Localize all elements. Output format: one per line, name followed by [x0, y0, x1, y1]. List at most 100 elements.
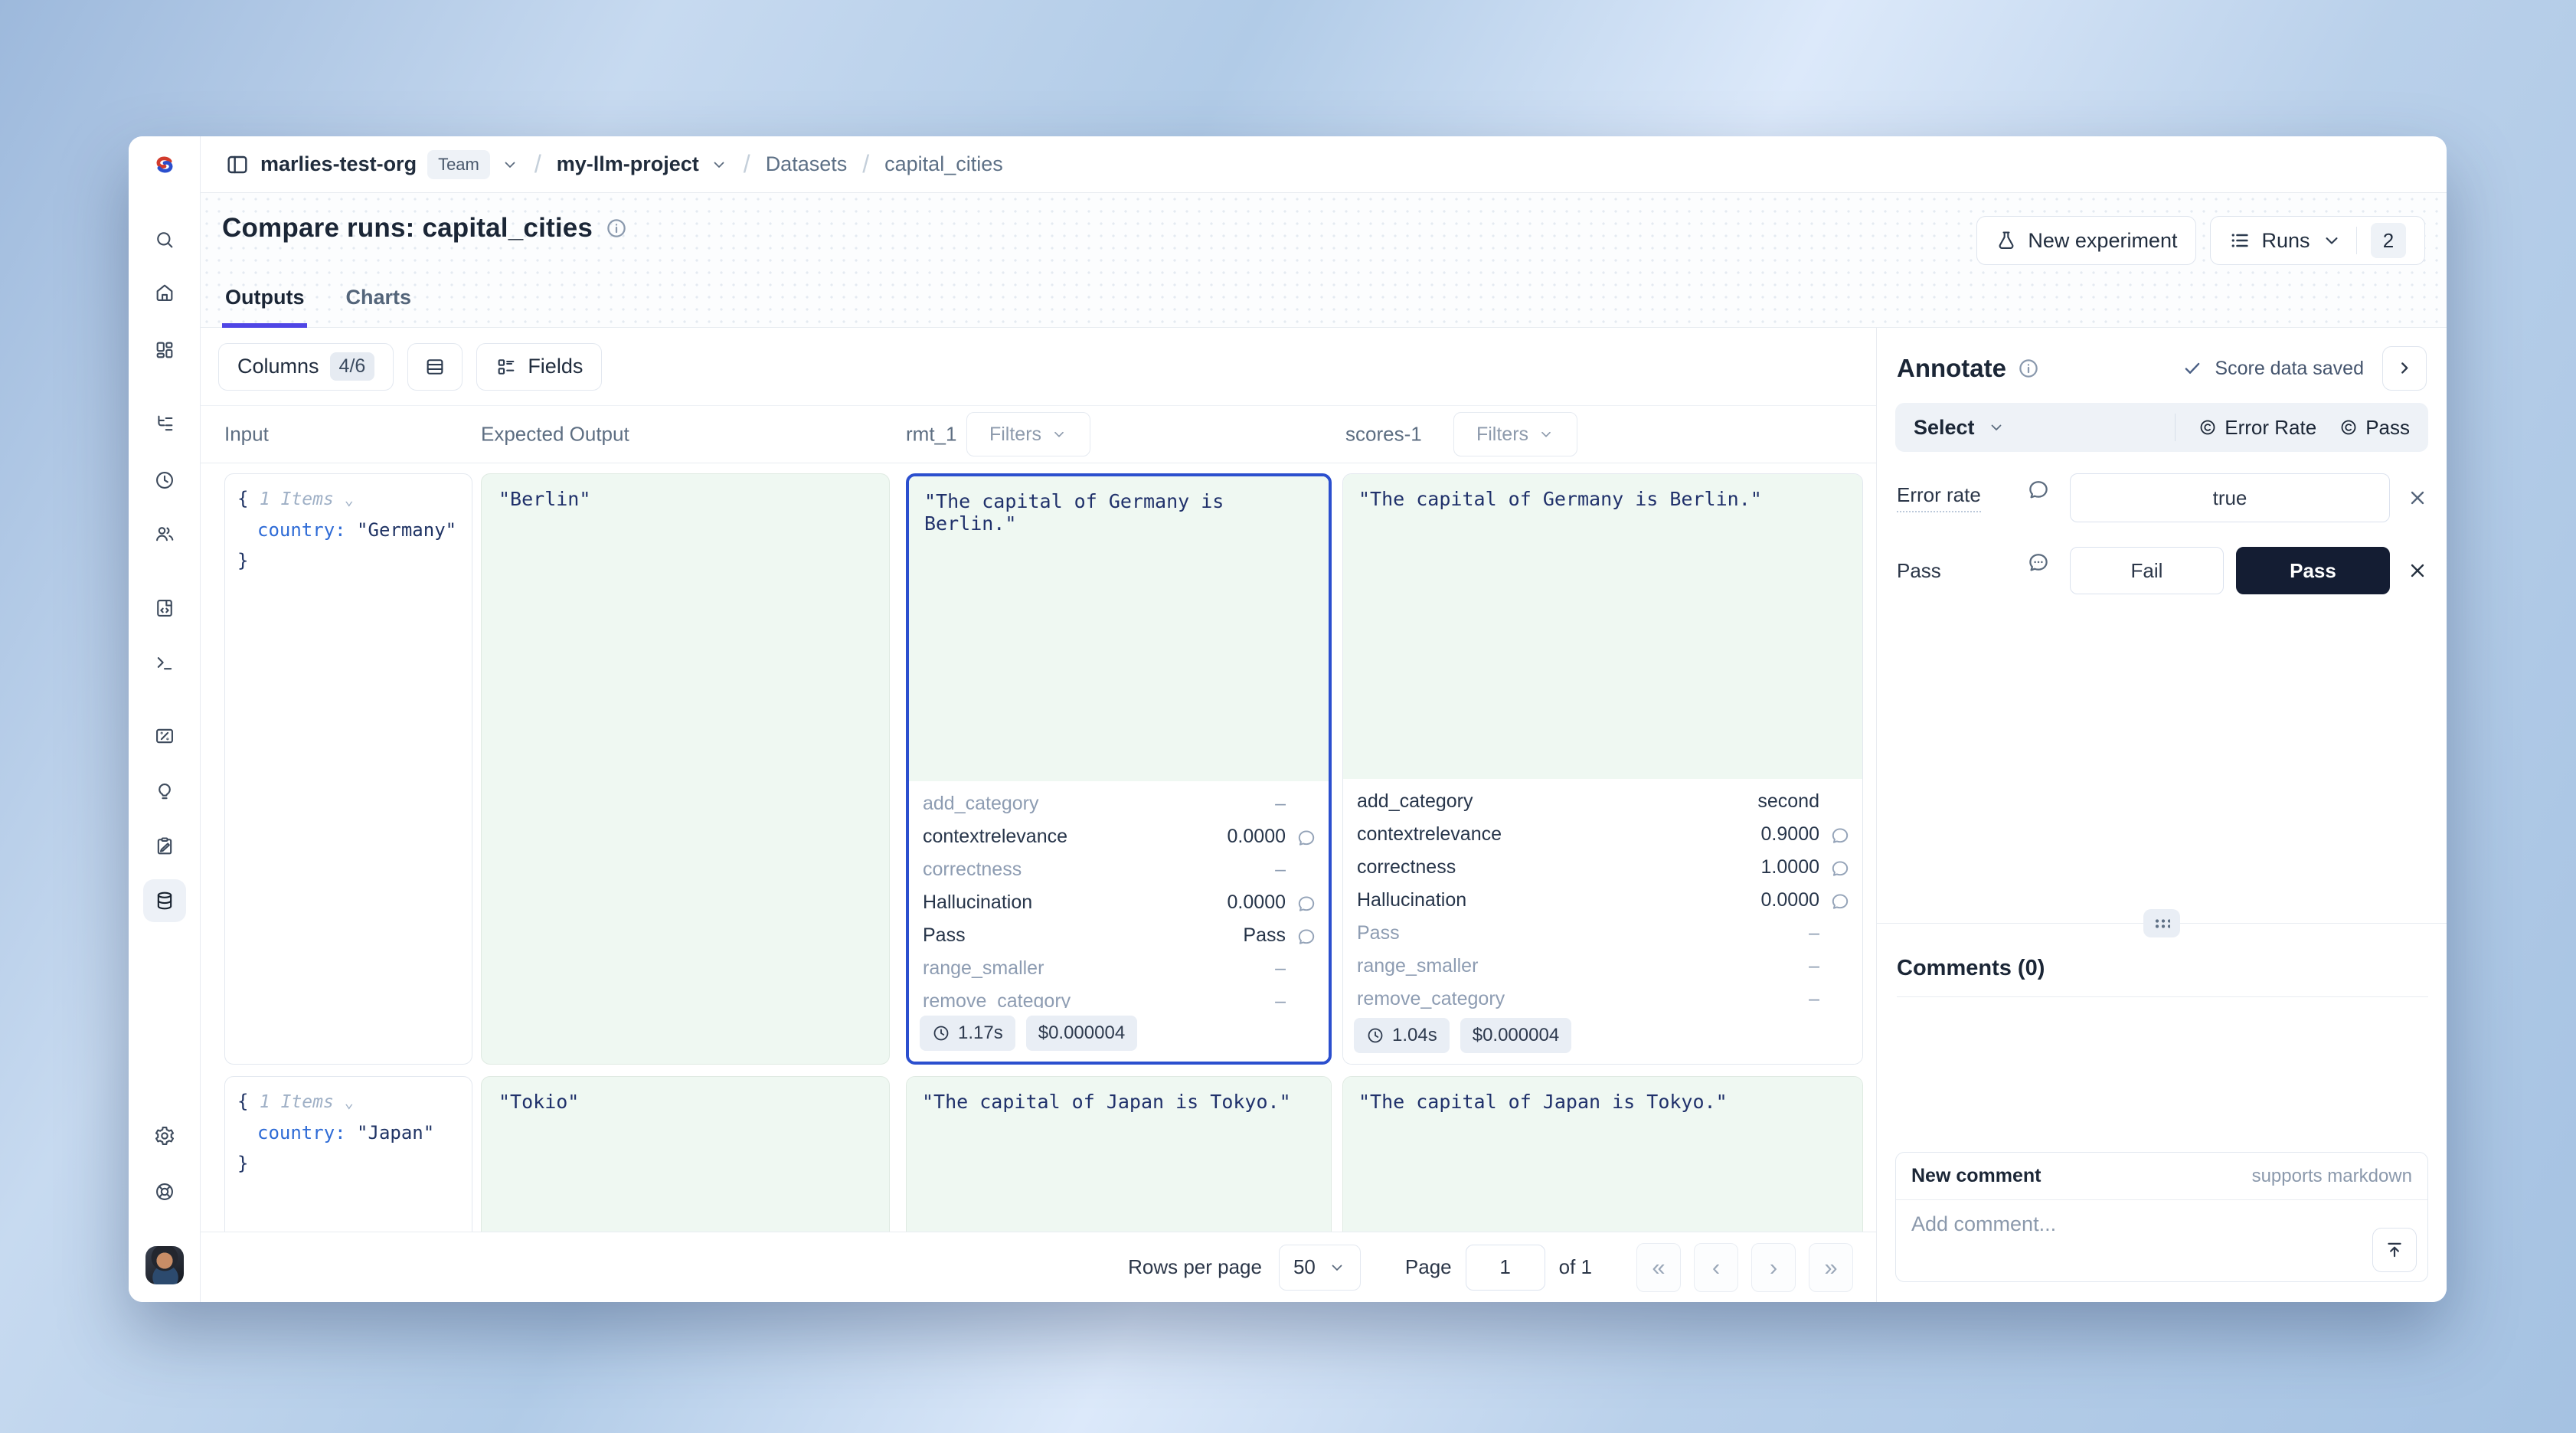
sidebar-item-help[interactable] [143, 1170, 186, 1213]
breadcrumb-project[interactable]: my-llm-project [556, 152, 699, 175]
metric-row[interactable]: Hallucination 0.0000 [923, 886, 1316, 919]
sidebar-item-traces[interactable] [143, 402, 186, 445]
sidebar-item-search[interactable] [143, 218, 186, 261]
app-logo-icon[interactable] [143, 143, 186, 186]
info-icon[interactable] [2017, 357, 2040, 380]
input-cell[interactable]: { 1 Items ⌄ country: "Japan" } [224, 1076, 472, 1232]
run2-filters-button[interactable]: Filters [1453, 412, 1577, 456]
chip-error-rate[interactable]: Error Rate [2198, 416, 2316, 440]
tab-charts[interactable]: Charts [345, 286, 412, 309]
column-header-expected: Expected Output [481, 422, 629, 446]
breadcrumb-org[interactable]: marlies-test-org [260, 152, 417, 175]
runs-button[interactable]: Runs 2 [2210, 216, 2425, 265]
flask-icon [1996, 230, 2017, 251]
table-toolbar: Columns 4/6 Fields [201, 328, 1876, 406]
metric-row[interactable]: add_category – [923, 787, 1316, 820]
page-number-input[interactable]: 1 [1465, 1244, 1545, 1291]
comment-bubble-icon[interactable] [2027, 550, 2070, 573]
last-page-button[interactable]: » [1809, 1242, 1853, 1292]
field-label-pass: Pass [1897, 558, 1941, 582]
chip-pass[interactable]: Pass [2339, 416, 2410, 440]
metric-comment-icon[interactable] [1286, 926, 1316, 946]
row-height-button[interactable] [407, 342, 463, 391]
metric-row[interactable]: remove_category – [1357, 983, 1850, 1009]
run-output-cell[interactable]: "The capital of Japan is Tokyo." [906, 1076, 1332, 1232]
sidebar-item-insights[interactable] [143, 770, 186, 813]
next-item-button[interactable] [2382, 346, 2427, 391]
metric-row[interactable]: Hallucination 0.0000 [1357, 884, 1850, 917]
fail-button[interactable]: Fail [2070, 547, 2224, 594]
sidebar-item-files[interactable] [143, 587, 186, 630]
metric-value: 0.0000 [1227, 826, 1286, 847]
metric-row[interactable]: range_smaller – [923, 952, 1316, 985]
metric-row[interactable]: Pass Pass [923, 919, 1316, 952]
fields-button[interactable]: Fields [476, 342, 603, 391]
select-dropdown[interactable]: Select [1914, 416, 2175, 440]
breadcrumb-datasets[interactable]: Datasets [765, 152, 848, 175]
column-header-run2: scores-1 [1345, 422, 1422, 446]
rows-per-page-select[interactable]: 50 [1278, 1244, 1361, 1291]
metric-row[interactable]: contextrelevance 0.0000 [923, 820, 1316, 853]
metric-comment-icon[interactable] [1286, 893, 1316, 913]
run-output-text: "The capital of Germany is Berlin." [1343, 474, 1862, 779]
columns-button[interactable]: Columns 4/6 [218, 342, 394, 391]
sidebar-item-boards[interactable] [143, 715, 186, 757]
metric-comment-icon[interactable] [1819, 825, 1850, 845]
scorer-icon [2339, 418, 2358, 437]
next-page-button[interactable]: › [1751, 1242, 1796, 1292]
metric-row[interactable]: Pass – [1357, 917, 1850, 950]
annotate-panel: Annotate Score data saved [1876, 328, 2447, 1302]
info-icon[interactable] [605, 217, 628, 240]
metric-row[interactable]: range_smaller – [1357, 950, 1850, 983]
metric-name: add_category [923, 793, 1039, 814]
run-output-cell[interactable]: "The capital of Japan is Tokyo." [1342, 1076, 1863, 1232]
comment-input[interactable]: Add comment... [1896, 1200, 2427, 1281]
clear-pass-icon[interactable] [2407, 560, 2428, 581]
metric-row[interactable]: correctness 1.0000 [1357, 851, 1850, 884]
sidebar-item-dashboard[interactable] [143, 329, 186, 371]
sidebar-item-datasets[interactable] [142, 879, 186, 922]
latency-pill: 1.04s [1354, 1018, 1450, 1053]
annotation-field-error-rate: Error rate true [1897, 473, 2428, 522]
prev-page-button[interactable]: ‹ [1694, 1242, 1738, 1292]
sidebar-item-history[interactable] [143, 459, 186, 502]
sidebar-item-evaluations[interactable] [143, 825, 186, 868]
pass-button[interactable]: Pass [2236, 547, 2390, 594]
chevron-down-icon[interactable] [710, 155, 728, 174]
expected-output-cell[interactable]: "Berlin" [481, 473, 890, 1065]
home-icon [154, 282, 175, 303]
cost-pill: $0.000004 [1460, 1018, 1572, 1053]
comment-bubble-icon[interactable] [2027, 477, 2070, 500]
metric-row[interactable]: remove_category – [923, 985, 1316, 1008]
console-icon [154, 652, 175, 673]
metric-row[interactable]: contextrelevance 0.9000 [1357, 818, 1850, 851]
run-output-cell[interactable]: "The capital of Germany is Berlin." add_… [1342, 473, 1863, 1065]
metric-row[interactable]: correctness – [923, 853, 1316, 886]
sidebar-toggle-icon[interactable] [225, 152, 250, 177]
metric-comment-icon[interactable] [1819, 858, 1850, 878]
run-output-cell[interactable]: "The capital of Germany is Berlin." add_… [906, 473, 1332, 1065]
sidebar-item-settings[interactable] [143, 1114, 186, 1157]
metric-row[interactable]: add_category second [1357, 785, 1850, 818]
sidebar [129, 136, 201, 1302]
breadcrumb-page[interactable]: capital_cities [884, 152, 1003, 175]
first-page-button[interactable]: « [1636, 1242, 1681, 1292]
input-cell[interactable]: { 1 Items ⌄ country: "Germany" } [224, 473, 472, 1065]
sidebar-item-teams[interactable] [143, 512, 186, 555]
metric-comment-icon[interactable] [1819, 891, 1850, 911]
submit-comment-button[interactable] [2372, 1228, 2417, 1272]
resize-drag-handle[interactable] [2143, 909, 2180, 937]
chevron-down-icon[interactable] [501, 155, 519, 174]
user-avatar[interactable] [145, 1246, 184, 1284]
metric-comment-icon[interactable] [1286, 827, 1316, 847]
new-experiment-button[interactable]: New experiment [1976, 216, 2197, 265]
cost-pill: $0.000004 [1025, 1016, 1138, 1051]
run1-filters-button[interactable]: Filters [966, 412, 1090, 456]
metrics-list: add_category – contextrelevance 0.0000 c… [909, 781, 1329, 1008]
sidebar-item-home[interactable] [143, 271, 186, 314]
error-rate-input[interactable]: true [2070, 473, 2390, 522]
sidebar-item-console[interactable] [143, 641, 186, 684]
expected-output-cell[interactable]: "Tokio" [481, 1076, 890, 1232]
tab-outputs[interactable]: Outputs [222, 286, 308, 328]
clear-error-rate-icon[interactable] [2407, 487, 2428, 509]
